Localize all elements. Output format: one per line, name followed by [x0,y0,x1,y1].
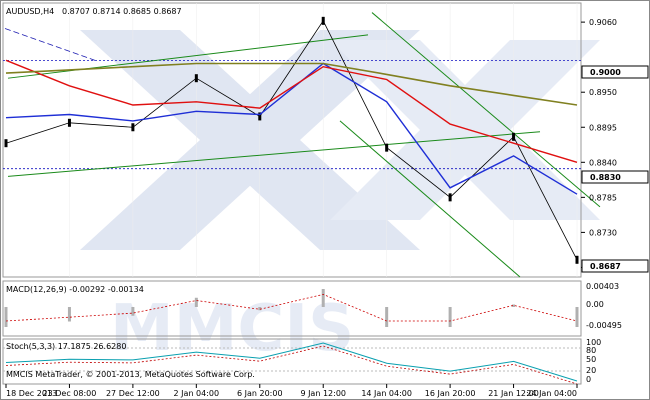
stoch-tick-100: 100 [586,338,601,347]
price-point [512,132,516,141]
ma-mid-line [5,59,578,163]
price-tick-label: 0.8785 [589,193,617,202]
down-channel-lower [339,120,521,278]
stoch-tick-20: 20 [586,366,596,375]
level-label-9000: 0.9000 [581,65,649,79]
macd-tick-top: 0.00403 [586,282,619,291]
current-price-label: 0.8687 [581,259,649,273]
trend-line-blue [4,28,96,61]
ma-fast-line [5,62,578,195]
stoch-axis: 100 80 50 20 0 [586,338,601,384]
level-label-8830-text: 0.8830 [590,173,621,182]
time-tick-label: 16 Jan 20:00 [425,389,476,398]
macd-histogram [4,289,579,327]
price-line [5,20,578,260]
stoch-title: Stoch(5,3,3) 17.1875 26.6280 [6,342,126,351]
time-tick-label: 27 Dec 12:00 [106,389,160,398]
level-label-8830: 0.8830 [581,170,649,184]
macd-axis: 0.00403 0.00 -0.00495 [586,282,622,330]
price-point [575,255,579,264]
main-drawings [3,12,601,278]
price-point [4,139,8,148]
main-series [4,16,579,264]
macd-pane [2,280,582,337]
current-price-text: 0.8687 [590,262,621,271]
price-point [67,118,71,127]
time-tick-label: 9 Jan 12:00 [300,389,346,398]
stoch-tick-50: 50 [586,355,596,364]
channel-lower-line [7,131,541,177]
time-tick-label: 14 Jan 04:00 [361,389,412,398]
main-pane [2,2,582,278]
main-grid [69,3,578,277]
watermark-logo [80,30,600,250]
price-tick-label: 0.9060 [589,18,617,27]
time-tick-label: 18 Dec 2013 [6,389,57,398]
macd-signal-line [5,293,578,322]
down-channel-upper [371,12,601,208]
level-label-9000-text: 0.9000 [590,68,621,77]
macd-tick-bottom: -0.00495 [586,321,622,330]
price-point [448,193,452,202]
price-point [385,143,389,152]
price-tick-label: 0.8950 [589,88,617,97]
time-tick-label: 23 Dec 08:00 [43,389,97,398]
ma-slow-line [5,62,578,106]
macd-tick-mid: 0.00 [586,300,604,309]
time-tick-label: 21 Jan 12:00 [488,389,539,398]
copyright-text: MMCIS MetaTrader, © 2001-2013, MetaQuote… [6,370,255,379]
watermark-band-2 [80,30,420,250]
watermark-text: MMCIS [110,292,354,366]
stoch-pane [2,338,582,385]
watermark-band-4 [330,40,600,220]
price-tick-label: 0.8895 [589,123,617,132]
stoch-tick-0: 0 [586,375,591,384]
time-tick-label: 2 Jan 04:00 [174,389,220,398]
price-tick-label: 0.8840 [589,158,617,167]
stoch-tick-80: 80 [586,346,596,355]
price-tick-label: 0.8730 [589,228,617,237]
macd-title: MACD(12,26,9) -0.00292 -0.00134 [6,285,144,294]
time-tick-label: 24 Jan 04:00 [526,389,577,398]
price-point [131,123,135,132]
ohlc-readout: 0.8707 0.8714 0.8685 0.8687 [62,7,182,16]
channel-upper-line [7,34,369,79]
price-point [321,16,325,25]
symbol-title: AUDUSD,H4 [6,7,54,16]
price-point [194,74,198,83]
time-tick-label: 6 Jan 20:00 [237,389,283,398]
price-point [258,112,262,121]
stoch-main-line [5,342,578,382]
